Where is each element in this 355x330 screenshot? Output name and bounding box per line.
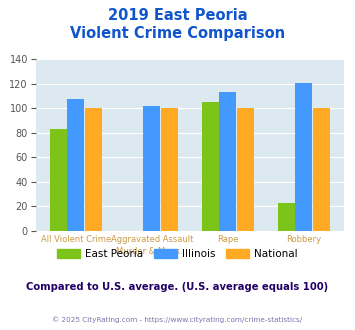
Bar bbox=[202, 102, 219, 231]
Bar bbox=[237, 109, 254, 231]
Text: Violent Crime Comparison: Violent Crime Comparison bbox=[70, 26, 285, 41]
Text: Compared to U.S. average. (U.S. average equals 100): Compared to U.S. average. (U.S. average … bbox=[26, 282, 329, 292]
Bar bbox=[278, 203, 295, 231]
Text: © 2025 CityRating.com - https://www.cityrating.com/crime-statistics/: © 2025 CityRating.com - https://www.city… bbox=[53, 317, 302, 323]
Legend: East Peoria, Illinois, National: East Peoria, Illinois, National bbox=[53, 245, 302, 263]
Bar bbox=[67, 99, 84, 231]
Text: 2019 East Peoria: 2019 East Peoria bbox=[108, 8, 247, 23]
Bar bbox=[313, 109, 330, 231]
Bar bbox=[161, 109, 178, 231]
Bar bbox=[143, 106, 160, 231]
Bar bbox=[219, 92, 236, 231]
Bar bbox=[295, 83, 312, 231]
Bar bbox=[50, 129, 66, 231]
Bar bbox=[85, 109, 102, 231]
